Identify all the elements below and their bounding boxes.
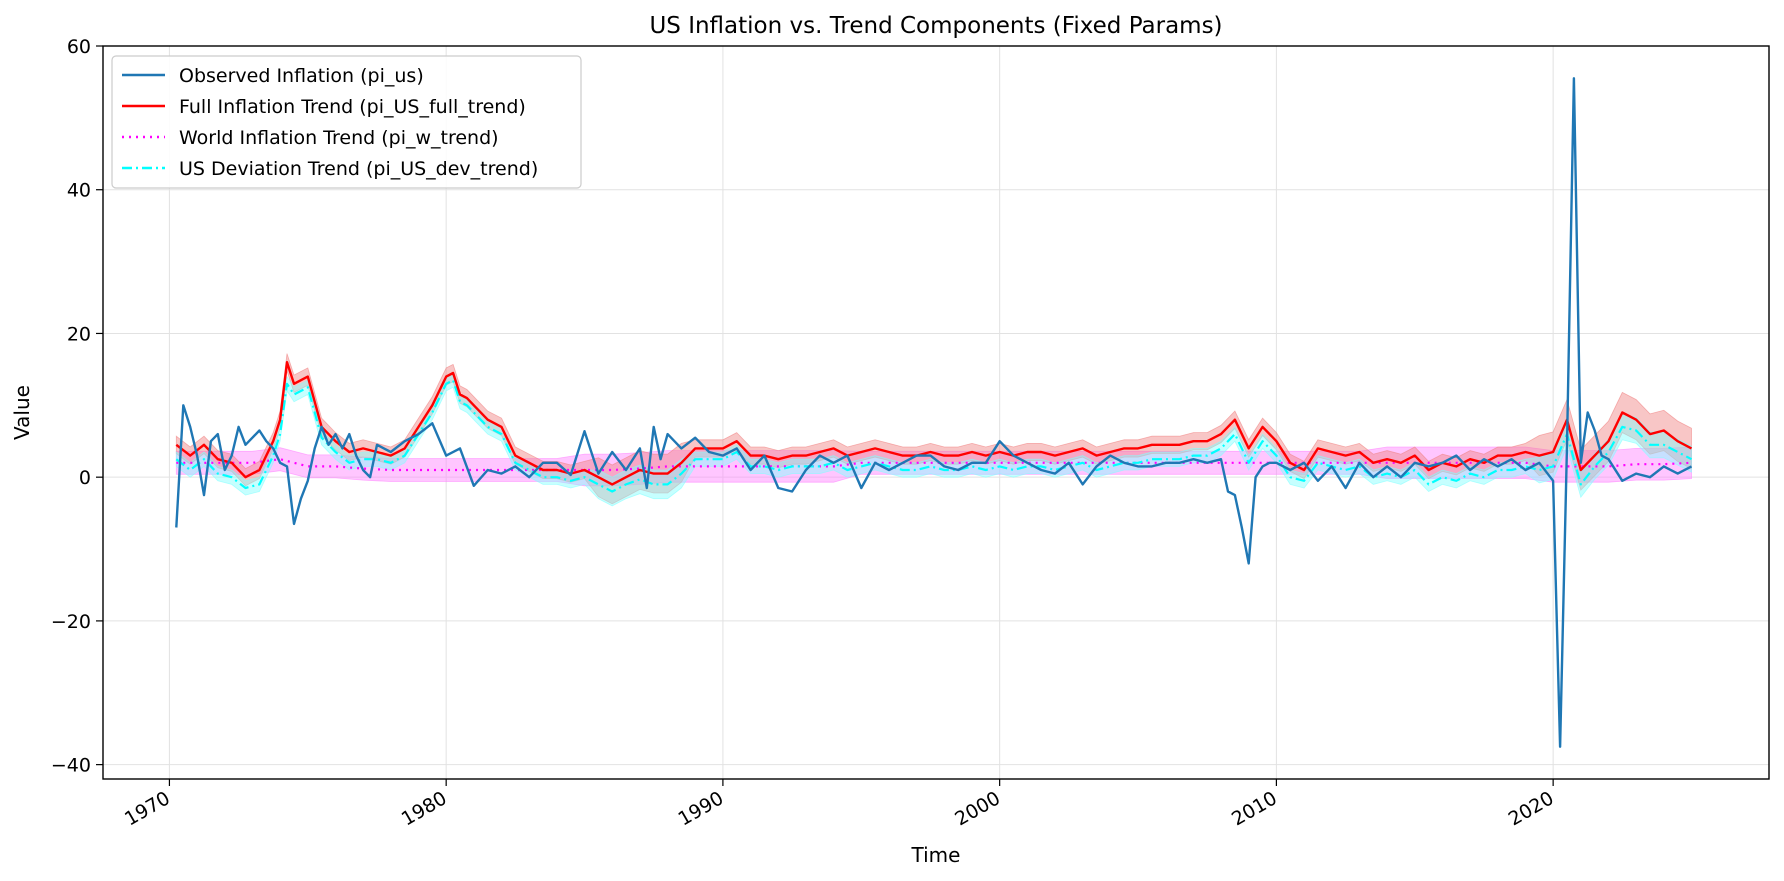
y-tick-label: 40 [67, 180, 91, 202]
y-axis-label: Value [10, 385, 34, 440]
plot-area-frame [102, 45, 1770, 780]
y-tick-label: −20 [51, 611, 91, 633]
x-tick-label: 1970 [121, 787, 174, 830]
series-line [175, 361, 1693, 486]
legend-label: Full Inflation Trend (pi_US_full_trend) [179, 96, 526, 118]
series-line [175, 379, 1693, 493]
x-axis-label: Time [911, 843, 961, 867]
chart-title: US Inflation vs. Trend Components (Fixed… [649, 13, 1222, 39]
y-tick-label: 60 [67, 36, 91, 58]
legend-label: World Inflation Trend (pi_w_trend) [179, 127, 499, 149]
confidence-band [175, 372, 1692, 507]
x-tick-label: 2010 [1228, 787, 1281, 830]
y-tick-label: 0 [79, 467, 91, 489]
legend-label: US Deviation Trend (pi_US_dev_trend) [179, 158, 538, 180]
y-tick-label: −40 [51, 755, 91, 777]
legend-label: Observed Inflation (pi_us) [179, 65, 424, 87]
series-line [175, 77, 1693, 748]
x-tick-label: 2000 [951, 787, 1004, 830]
y-tick-label: 20 [67, 323, 91, 345]
legend: Observed Inflation (pi_us) Full Inflation… [111, 55, 582, 189]
confidence-bands [175, 353, 1692, 507]
x-tick-label: 1990 [675, 787, 728, 830]
series-lines [175, 77, 1693, 748]
x-tick-label: 2020 [1505, 787, 1558, 830]
legend-box [111, 55, 582, 189]
x-tick-label: 1980 [398, 787, 451, 830]
